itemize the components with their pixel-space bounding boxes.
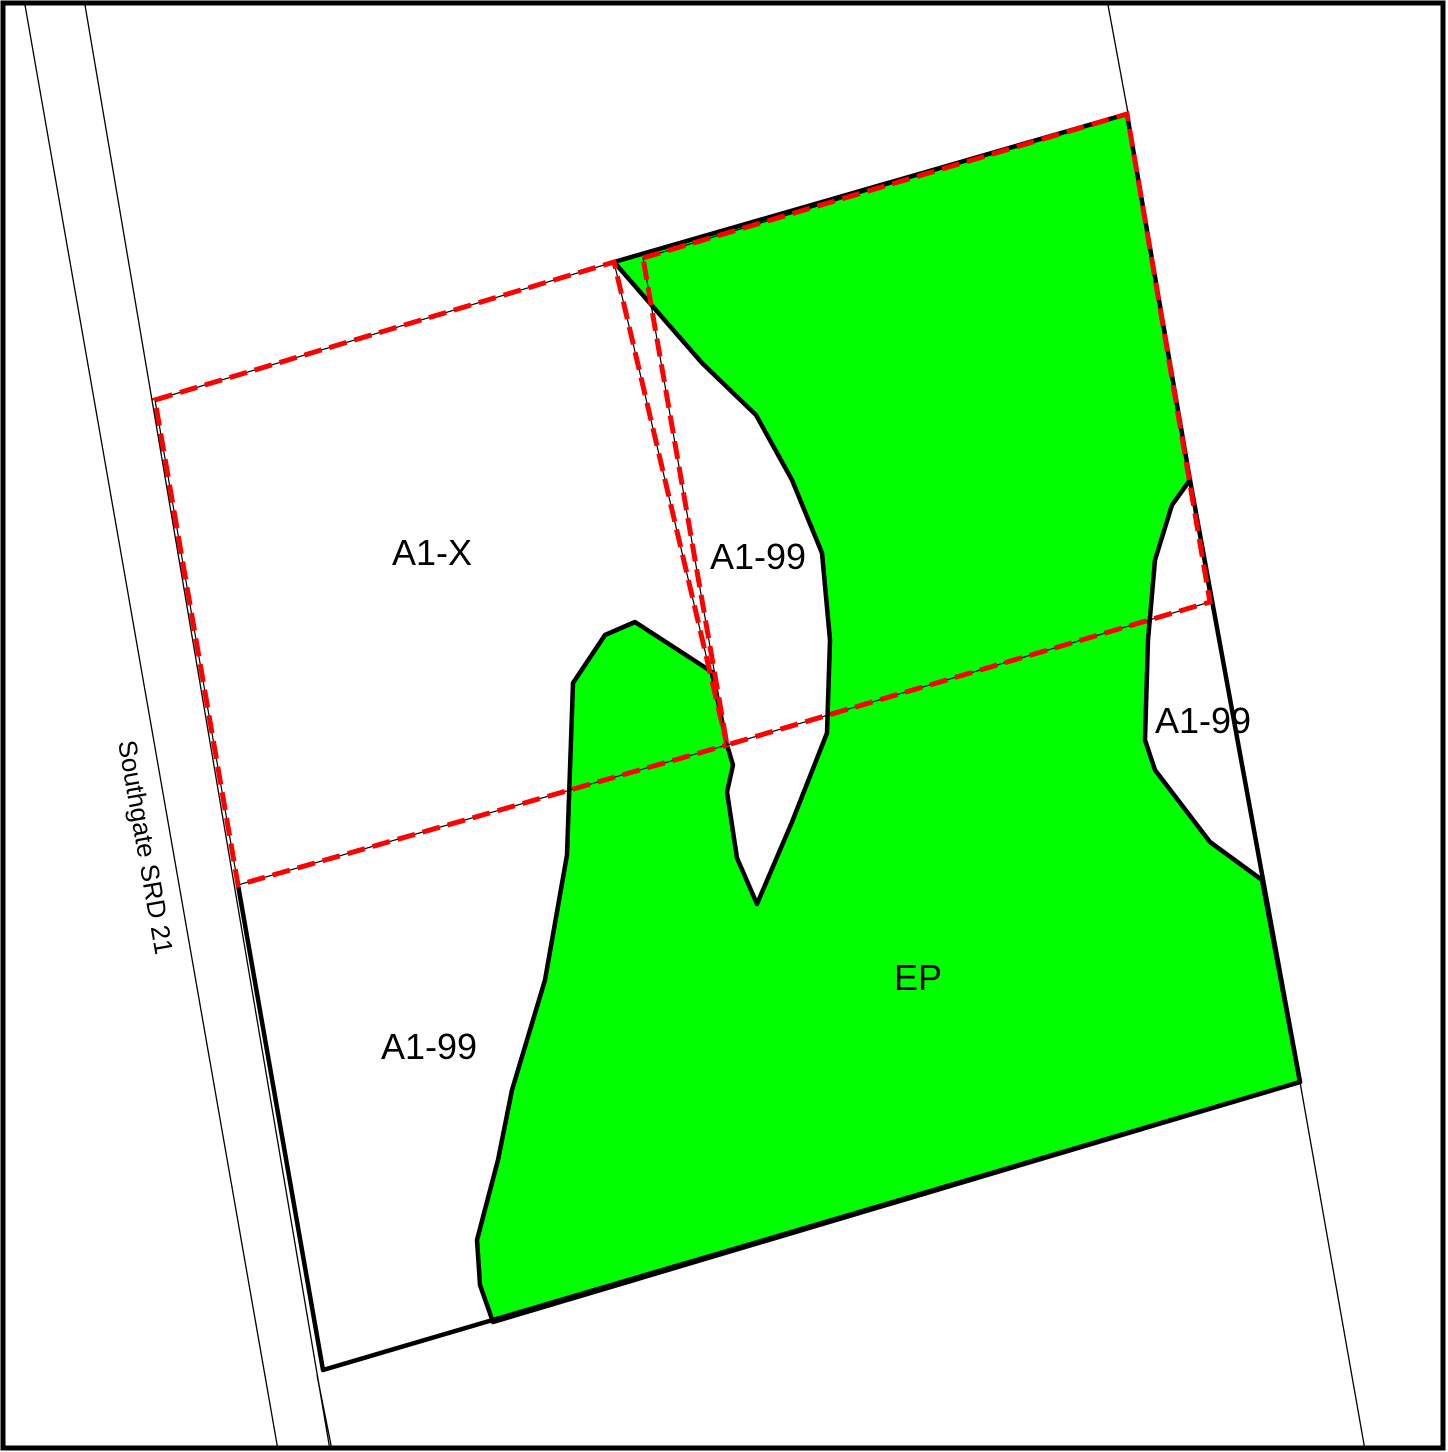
rezoning-boundary-a1-99 [640, 110, 1213, 749]
zone-label-a1-99-lower: A1-99 [381, 1026, 477, 1067]
parcel-boundary [235, 479, 1303, 1373]
road-edge-east [84, 4, 331, 1451]
zone-label-a1-99-center: A1-99 [710, 536, 806, 577]
zone-label-a1-99-right: A1-99 [1155, 700, 1251, 741]
road-edge-west [24, 4, 279, 1451]
zone-label-a1x: A1-X [392, 532, 472, 573]
lot-line-north-east [1107, 4, 1129, 114]
ep-zone-area [474, 111, 1303, 1325]
lot-line-south-east [1299, 1081, 1366, 1451]
zone-label-ep: EP [894, 957, 942, 998]
lot-line-south [316, 1374, 333, 1451]
